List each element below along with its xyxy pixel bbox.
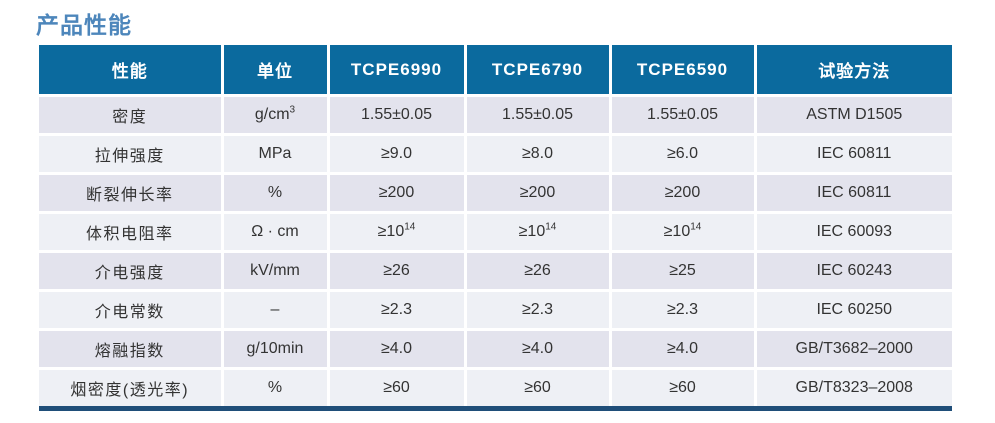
table-cell: ≥1014 [465, 212, 612, 253]
table-cell: ≥2.3 [465, 290, 612, 331]
table-cell: ≥26 [465, 251, 612, 292]
table-cell: IEC 60250 [755, 290, 952, 331]
table-cell: ≥200 [328, 173, 467, 214]
table-cell: GB/T8323–2008 [755, 368, 952, 406]
table-cell: g/cm3 [222, 95, 330, 136]
spec-table: 性能 单位 TCPE6990 TCPE6790 TCPE6590 试验方法 密度… [39, 45, 952, 406]
table-cell: 1.55±0.05 [465, 95, 612, 136]
superscript: 14 [690, 221, 702, 233]
table-cell: ≥200 [465, 173, 612, 214]
table-row: 烟密度(透光率)% ≥60 ≥60 ≥60 GB/T8323–2008 [39, 368, 952, 406]
property-name-cell: 介电强度 [39, 251, 224, 292]
property-name-cell: 拉伸强度 [39, 134, 224, 175]
table-cell: ≥26 [328, 251, 467, 292]
table-cell: ≥25 [610, 251, 757, 292]
column-header-unit: 单位 [222, 45, 330, 97]
table-cell: MPa [222, 134, 330, 175]
column-header-tcpe6990: TCPE6990 [328, 45, 467, 97]
table-cell: g/10min [222, 329, 330, 370]
table-cell: ≥2.3 [328, 290, 467, 331]
table-cell: ≥6.0 [610, 134, 757, 175]
table-cell: IEC 60811 [755, 134, 952, 175]
table-header: 性能 单位 TCPE6990 TCPE6790 TCPE6590 试验方法 [39, 45, 952, 97]
table-cell: IEC 60811 [755, 173, 952, 214]
table-cell: ≥4.0 [610, 329, 757, 370]
table-cell: 1.55±0.05 [610, 95, 757, 136]
column-header-tcpe6590: TCPE6590 [610, 45, 757, 97]
table-body: 密度 g/cm3 1.55±0.05 1.55±0.05 1.55±0.05 ASTM D… [39, 95, 952, 406]
table-row: 断裂伸长率% ≥200 ≥200 ≥200 IEC 60811 [39, 173, 952, 214]
superscript: 14 [404, 221, 416, 233]
table-cell: ≥60 [465, 368, 612, 406]
table-cell: ≥8.0 [465, 134, 612, 175]
property-name-cell: 密度 [39, 95, 224, 136]
table-row: 密度 g/cm3 1.55±0.05 1.55±0.05 1.55±0.05 ASTM D… [39, 95, 952, 136]
table-row: 介电强度 kV/mm ≥26 ≥26 ≥25 IEC 60243 [39, 251, 952, 292]
column-header-property: 性能 [39, 45, 224, 97]
table-cell: ≥4.0 [465, 329, 612, 370]
column-header-test-method: 试验方法 [755, 45, 952, 97]
table-cell: ≥200 [610, 173, 757, 214]
table-cell: ≥2.3 [610, 290, 757, 331]
superscript: 3 [289, 104, 296, 116]
table-row: 熔融指数 g/10min ≥4.0 ≥4.0 ≥4.0 GB/T3682–2000 [39, 329, 952, 370]
page-title: 产品性能 [36, 12, 132, 38]
column-header-tcpe6790: TCPE6790 [465, 45, 612, 97]
table-cell: ≥9.0 [328, 134, 467, 175]
table-cell: – [222, 290, 330, 331]
header-row: 性能 单位 TCPE6990 TCPE6790 TCPE6590 试验方法 [39, 45, 952, 97]
table-cell: ≥4.0 [328, 329, 467, 370]
table-cell: GB/T3682–2000 [755, 329, 952, 370]
property-name-cell: 烟密度(透光率) [39, 368, 224, 406]
table-bottom-bar [39, 406, 952, 411]
table-cell: kV/mm [222, 251, 330, 292]
superscript: 14 [545, 221, 557, 233]
table-cell: ≥60 [610, 368, 757, 406]
table-cell: ≥1014 [328, 212, 467, 253]
property-name-cell: 体积电阻率 [39, 212, 224, 253]
table-cell: % [222, 368, 330, 406]
table-cell: ASTM D1505 [755, 95, 952, 136]
property-name-cell: 介电常数 [39, 290, 224, 331]
table-cell: IEC 60093 [755, 212, 952, 253]
product-performance-table: 性能 单位 TCPE6990 TCPE6790 TCPE6590 试验方法 密度… [39, 45, 952, 411]
table-row: 介电常数 – ≥2.3 ≥2.3 ≥2.3 IEC 60250 [39, 290, 952, 331]
table-row: 体积电阻率 Ω · cm ≥1014 ≥1014 ≥1014 IEC 60093 [39, 212, 952, 253]
property-name-cell: 熔融指数 [39, 329, 224, 370]
table-cell: IEC 60243 [755, 251, 952, 292]
table-cell: 1.55±0.05 [328, 95, 467, 136]
table-cell: % [222, 173, 330, 214]
table-cell: ≥1014 [610, 212, 757, 253]
property-name-cell: 断裂伸长率 [39, 173, 224, 214]
table-cell: ≥60 [328, 368, 467, 406]
table-row: 拉伸强度 MPa ≥9.0 ≥8.0 ≥6.0 IEC 60811 [39, 134, 952, 175]
table-cell: Ω · cm [222, 212, 330, 253]
